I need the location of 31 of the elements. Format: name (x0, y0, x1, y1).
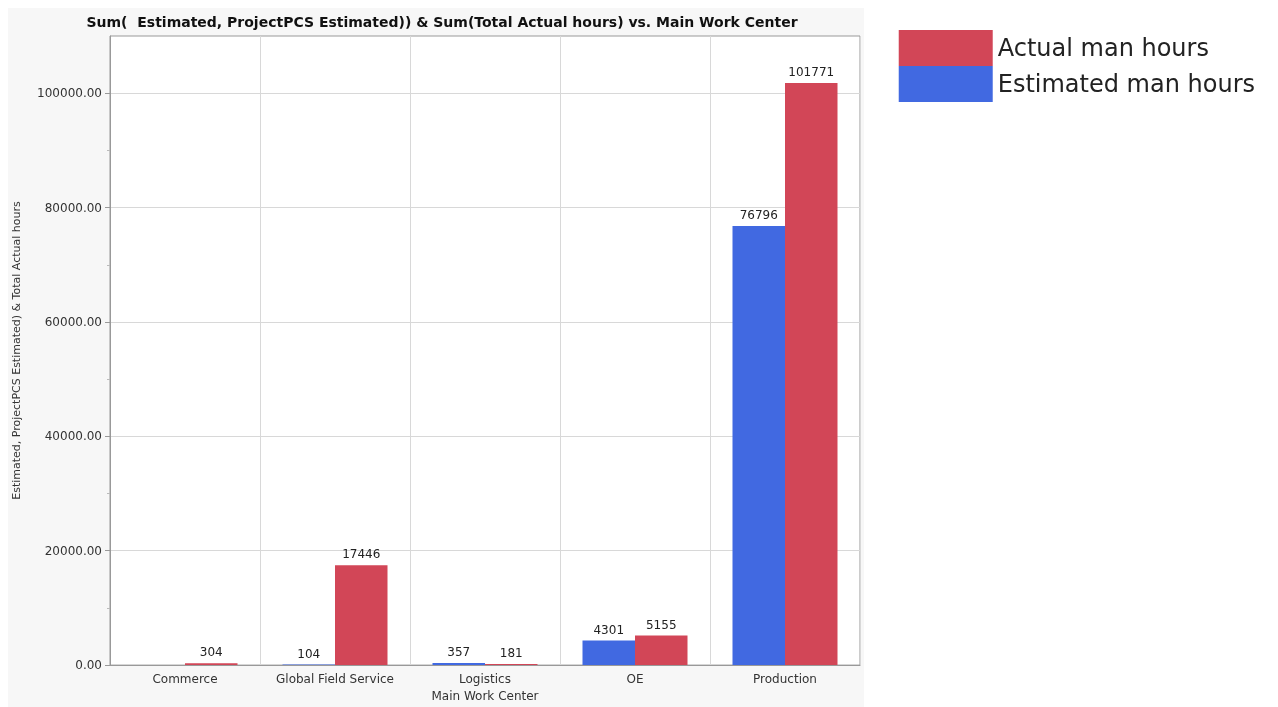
bar (432, 663, 485, 666)
data-label: 357 (447, 645, 471, 660)
data-label: 104 (297, 646, 321, 661)
y-tick-label: 60000.00 (44, 314, 102, 329)
legend-label: Actual man hours (997, 34, 1209, 62)
data-label: 304 (199, 645, 223, 660)
y-axis-title: Estimated, ProjectPCS Estimated) & Total Actual hours (10, 201, 23, 500)
data-label: 4301 (593, 622, 625, 637)
data-label: 76796 (739, 207, 778, 222)
x-tick-label: Production (753, 672, 817, 687)
bar (785, 83, 838, 666)
y-tick-label: 20000.00 (44, 543, 102, 558)
y-tick-label: 80000.00 (44, 200, 102, 215)
x-tick-label: OE (626, 672, 644, 687)
x-tick-label: Commerce (152, 672, 218, 687)
legend-label: Estimated man hours (997, 70, 1256, 98)
bar (732, 225, 785, 666)
data-label: 101771 (788, 65, 835, 80)
bar (582, 640, 635, 666)
data-label: 181 (499, 646, 523, 661)
y-tick-label: 0.00 (75, 658, 102, 673)
data-label: 5155 (645, 617, 677, 632)
data-label: 17446 (342, 547, 381, 562)
x-tick-label: Global Field Service (276, 672, 394, 687)
x-axis-title: Main Work Center (431, 689, 539, 703)
chart-title: Sum( Estimated, ProjectPCS Estimated)) & Sum(Total Actual hours) vs. Main Work Center (86, 14, 798, 30)
y-tick-label: 100000.00 (37, 86, 102, 101)
y-tick-label: 40000.00 (44, 429, 102, 444)
bar (335, 565, 388, 666)
bar (635, 635, 688, 666)
x-tick-label: Logistics (459, 672, 511, 687)
